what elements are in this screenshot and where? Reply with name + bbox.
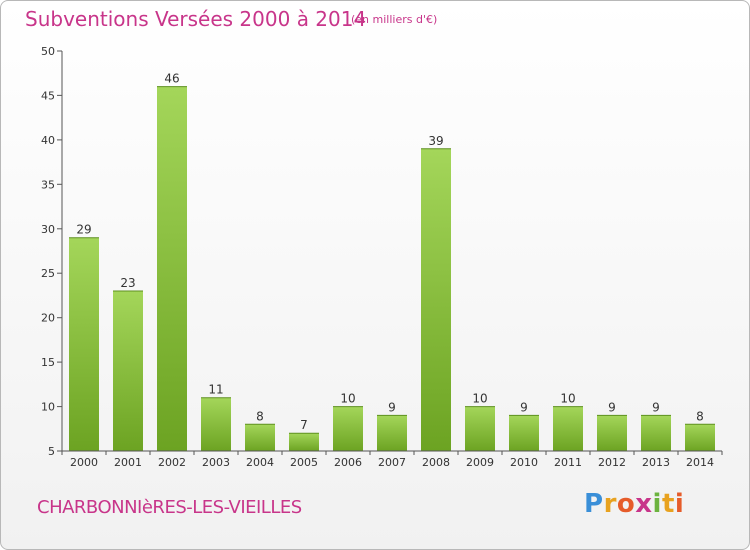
y-tick-label: 50 [41,45,55,58]
value-label: 9 [652,400,660,414]
value-label: 23 [120,276,135,290]
bar-2011 [553,406,583,451]
x-tick-label: 2007 [378,456,406,469]
bar-2008 [421,148,451,452]
value-label: 11 [208,383,223,397]
bar-2005 [289,433,319,451]
value-label: 10 [340,392,355,406]
y-tick-label: 30 [41,223,55,236]
value-label: 29 [76,223,91,237]
x-tick-label: 2008 [422,456,450,469]
x-tick-label: 2001 [114,456,142,469]
bar-2007 [377,415,407,451]
x-tick-label: 2010 [510,456,538,469]
x-tick-label: 2005 [290,456,318,469]
x-tick-label: 2014 [686,456,714,469]
bar-2004 [245,424,275,451]
bar-2003 [201,397,231,451]
bar-2000 [69,237,99,451]
x-tick-label: 2013 [642,456,670,469]
bar-2002 [157,86,187,451]
bar-2012 [597,415,627,451]
bar-2009 [465,406,495,451]
y-tick-label: 25 [41,267,55,280]
value-label: 8 [256,409,264,423]
x-tick-label: 2000 [70,456,98,469]
x-tick-label: 2006 [334,456,362,469]
y-tick-label: 15 [41,356,55,369]
y-tick-label: 40 [41,134,55,147]
commune-name: CHARBONNIèRES-LES-VIEILLES [37,497,302,518]
value-label: 8 [696,409,704,423]
value-label: 46 [164,72,179,86]
chart-title: Subventions Versées 2000 à 2014 [25,7,367,31]
value-label: 9 [388,400,396,414]
chart-unit-note: (en milliers d'€) [351,13,438,26]
bar-2013 [641,415,671,451]
value-label: 10 [560,392,575,406]
y-tick-label: 20 [41,312,55,325]
x-tick-label: 2009 [466,456,494,469]
bar-2010 [509,415,539,451]
y-tick-label: 10 [41,401,55,414]
bar-2006 [333,406,363,451]
value-label: 10 [472,392,487,406]
x-tick-label: 2002 [158,456,186,469]
y-tick-label: 35 [41,178,55,191]
value-label: 39 [428,134,443,148]
x-tick-label: 2003 [202,456,230,469]
y-tick-label: 5 [48,445,55,458]
bar-2014 [685,424,715,451]
x-tick-label: 2012 [598,456,626,469]
proxiti-logo: Proxiti [584,489,685,519]
y-tick-label: 45 [41,89,55,102]
value-label: 9 [520,400,528,414]
bar-2001 [113,291,143,451]
value-label: 7 [300,418,308,432]
x-tick-label: 2004 [246,456,274,469]
x-tick-label: 2011 [554,456,582,469]
value-label: 9 [608,400,616,414]
